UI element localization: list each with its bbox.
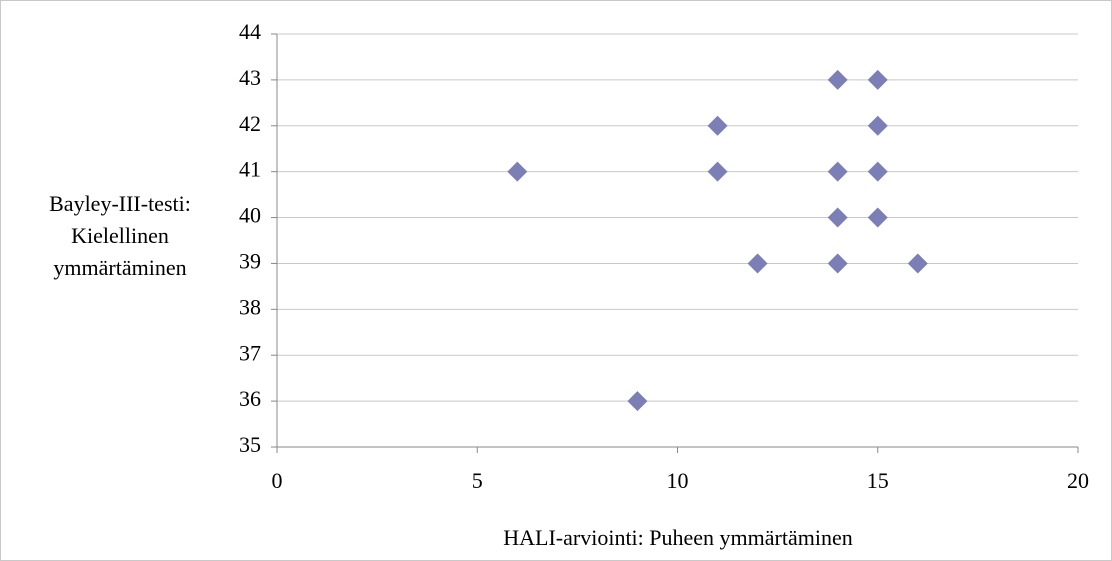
y-tick-label: 44 (239, 19, 261, 44)
y-axis-label-line: Bayley-III-testi: (49, 191, 191, 216)
point (627, 391, 648, 412)
y-tick-label: 42 (239, 111, 261, 136)
point (707, 161, 728, 182)
x-tick-label: 10 (667, 468, 689, 493)
point (827, 207, 848, 228)
point (907, 253, 928, 274)
y-tick-label: 35 (239, 432, 261, 457)
y-tick-label: 36 (239, 386, 261, 411)
x-tick-label: 5 (472, 468, 483, 493)
point (827, 69, 848, 90)
y-tick-label: 39 (239, 248, 261, 273)
point (867, 69, 888, 90)
y-axis-label-line: Kielellinen (71, 223, 169, 248)
y-tick-label: 37 (239, 340, 261, 365)
point (867, 115, 888, 136)
x-tick-label: 0 (272, 468, 283, 493)
point (827, 161, 848, 182)
point (867, 207, 888, 228)
y-tick-label: 38 (239, 294, 261, 319)
y-tick-label: 41 (239, 157, 261, 182)
point (867, 161, 888, 182)
y-axis-label-line: ymmärtäminen (53, 255, 186, 280)
point (507, 161, 528, 182)
point (747, 253, 768, 274)
y-tick-label: 40 (239, 203, 261, 228)
x-axis-label: HALI-arviointi: Puheen ymmärtäminen (503, 525, 852, 550)
x-tick-label: 15 (867, 468, 889, 493)
y-tick-label: 43 (239, 65, 261, 90)
x-tick-label: 20 (1067, 468, 1089, 493)
point (827, 253, 848, 274)
point (707, 115, 728, 136)
